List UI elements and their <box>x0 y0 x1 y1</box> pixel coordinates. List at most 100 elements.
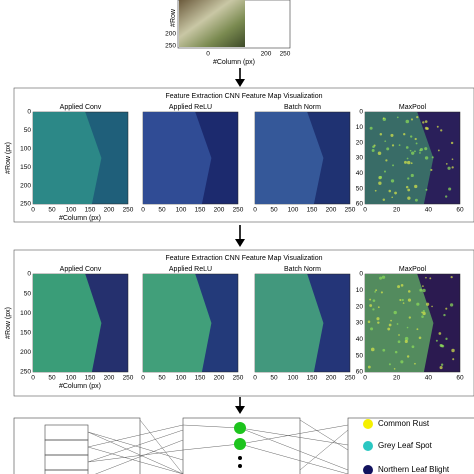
activation-speckle <box>444 195 448 198</box>
leaf-region <box>143 112 212 204</box>
panel-title: Feature Extraction CNN Feature Map Visua… <box>165 93 322 100</box>
y-tick-label: 60 <box>356 369 364 376</box>
activation-speckle <box>391 144 395 147</box>
y-tick-label: 60 <box>356 201 364 208</box>
activation-speckle <box>379 276 383 280</box>
activation-speckle <box>406 326 409 329</box>
activation-speckle <box>379 175 383 179</box>
ellipsis-dot <box>238 456 242 460</box>
leaf-region <box>33 274 102 372</box>
activation-speckle <box>422 311 426 316</box>
panel-frame <box>13 87 474 223</box>
x-tick-label: 50 <box>158 375 166 382</box>
activation-speckle <box>406 157 409 160</box>
x-tick-label: 40 <box>425 207 433 214</box>
activation-speckle <box>430 168 433 172</box>
activation-speckle <box>377 321 380 324</box>
activation-speckle <box>426 302 430 306</box>
activation-speckle <box>374 290 377 293</box>
activation-speckle <box>448 187 452 191</box>
x-tick-label: 50 <box>270 207 278 214</box>
activation-speckle <box>406 160 411 165</box>
x-tick-label: 0 <box>31 207 35 214</box>
activation-speckle <box>414 362 416 365</box>
activation-speckle <box>374 189 377 192</box>
activation-speckle <box>447 166 451 170</box>
activation-speckle <box>445 307 448 310</box>
activation-speckle <box>391 196 394 199</box>
x-tick-label: 60 <box>456 375 464 382</box>
activation-speckle <box>393 368 396 370</box>
map-label: Applied ReLU <box>169 104 212 111</box>
activation-speckle <box>422 121 425 124</box>
activation-speckle <box>440 363 444 366</box>
activation-speckle <box>400 284 404 287</box>
activation-speckle <box>384 140 387 142</box>
x-tick-label: 150 <box>85 375 96 382</box>
y-tick-label: 10 <box>356 287 364 294</box>
activation-speckle <box>367 365 371 369</box>
x-tick-label: 0 <box>31 375 35 382</box>
activation-speckle <box>377 306 380 309</box>
x-tick-label: 0 <box>363 207 367 214</box>
activation-speckle <box>371 148 375 152</box>
x-tick-label: 0 <box>253 207 257 214</box>
activation-speckle <box>397 285 401 289</box>
activation-speckle <box>414 198 418 202</box>
activation-speckle <box>372 308 375 311</box>
activation-speckle <box>392 164 394 167</box>
x-tick-label: 40 <box>425 375 433 382</box>
activation-speckle <box>386 147 390 151</box>
activation-speckle <box>407 188 411 192</box>
activation-speckle <box>396 116 399 119</box>
x-tick-label: 20 <box>393 207 401 214</box>
activation-speckle <box>399 299 402 302</box>
y-tick-label: 20 <box>356 139 364 146</box>
activation-speckle <box>404 339 408 344</box>
x-tick-label: 50 <box>48 207 56 214</box>
activation-speckle <box>393 310 397 315</box>
x-axis-label: #Column (px) <box>59 383 101 390</box>
activation-speckle <box>424 147 428 151</box>
activation-speckle <box>419 147 424 152</box>
y-tick-label: 0 <box>27 271 31 278</box>
x-tick-label: 150 <box>307 207 318 214</box>
activation-speckle <box>407 196 411 200</box>
leaf-region <box>365 274 434 372</box>
activation-speckle <box>387 327 391 331</box>
x-tick-label: 200 <box>104 207 115 214</box>
activation-speckle <box>416 115 419 119</box>
activation-speckle <box>408 316 412 319</box>
activation-speckle <box>449 303 454 307</box>
legend-marker <box>363 419 373 429</box>
activation-speckle <box>443 313 446 317</box>
activation-speckle <box>450 276 453 279</box>
x-tick-label: 200 <box>326 207 337 214</box>
class-label: Common Rust <box>378 419 430 428</box>
y-tick-label: 100 <box>20 310 31 317</box>
activation-speckle <box>421 315 424 318</box>
y-axis-label: #Row (px) <box>5 307 12 339</box>
y-tick-label: 30 <box>356 320 364 327</box>
activation-speckle <box>396 323 399 325</box>
x-tick-label: 50 <box>158 207 166 214</box>
activation-speckle <box>382 348 386 352</box>
map-label: MaxPool <box>399 104 427 111</box>
network <box>13 417 474 474</box>
map-label: Applied Conv <box>60 104 102 111</box>
x-tick-label: 20 <box>393 375 401 382</box>
x-tick-label: 150 <box>307 375 318 382</box>
arrows <box>235 68 245 414</box>
y-tick-label: 20 <box>356 303 364 310</box>
activation-speckle <box>445 337 448 340</box>
x-tick-label: 250 <box>233 375 244 382</box>
activation-speckle <box>404 336 409 341</box>
activation-speckle <box>424 156 429 160</box>
input-x-tick: 200 <box>261 51 272 58</box>
map-label: MaxPool <box>399 266 427 273</box>
x-tick-label: 0 <box>141 207 145 214</box>
activation-speckle <box>377 151 382 155</box>
activation-speckle <box>451 166 454 169</box>
activation-speckle <box>398 334 400 336</box>
input-x-label: #Column (px) <box>213 59 255 66</box>
